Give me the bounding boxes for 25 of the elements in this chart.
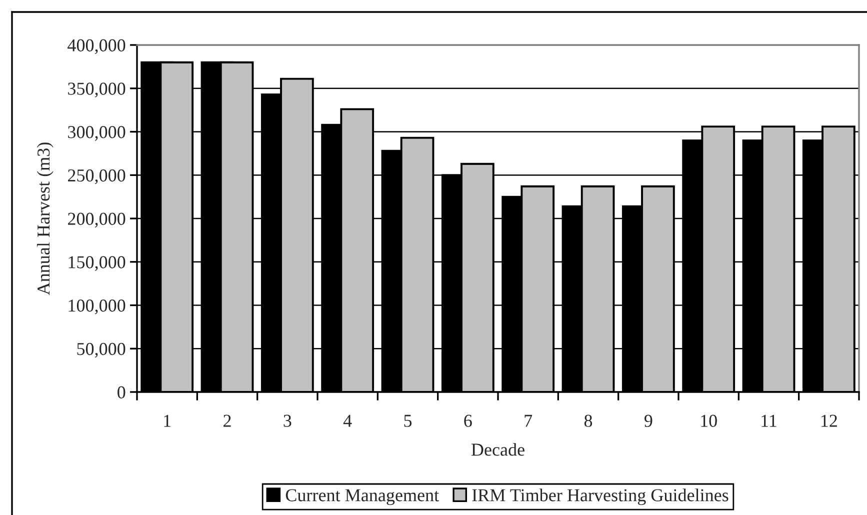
x-tick-label: 12	[821, 414, 837, 427]
x-tick-label: 3	[284, 414, 292, 427]
x-tick-label: 5	[404, 414, 412, 427]
y-tick-label: 400,000	[68, 39, 126, 54]
y-tick-label: 0	[118, 386, 126, 398]
x-tick-label: 7	[524, 414, 532, 427]
x-tick-label: 11	[762, 414, 776, 427]
y-tick-label: 300,000	[68, 126, 126, 141]
y-tick-label: 150,000	[68, 256, 126, 271]
y-tick-label: 100,000	[68, 300, 126, 314]
y-tick-label: 200,000	[68, 212, 126, 228]
y-axis-title: Annual Harvest (m3)	[36, 142, 54, 296]
x-tick-label: 6	[464, 414, 472, 427]
x-tick-label: 2	[224, 414, 231, 427]
x-tick-label: 8	[584, 414, 592, 427]
legend-label: Current Management	[286, 489, 439, 506]
y-tick-label: 250,000	[68, 169, 126, 184]
legend-label: IRM Timber Harvesting Guidelines	[472, 488, 728, 506]
x-tick-label: 9	[644, 414, 652, 427]
y-tick-label: 50,000	[77, 342, 126, 358]
x-tick-label: 4	[343, 414, 352, 427]
x-tick-label: 1	[164, 414, 171, 427]
x-axis-title: Decade	[471, 443, 524, 456]
y-tick-label: 350,000	[68, 82, 126, 98]
x-tick-label: 10	[701, 414, 717, 427]
